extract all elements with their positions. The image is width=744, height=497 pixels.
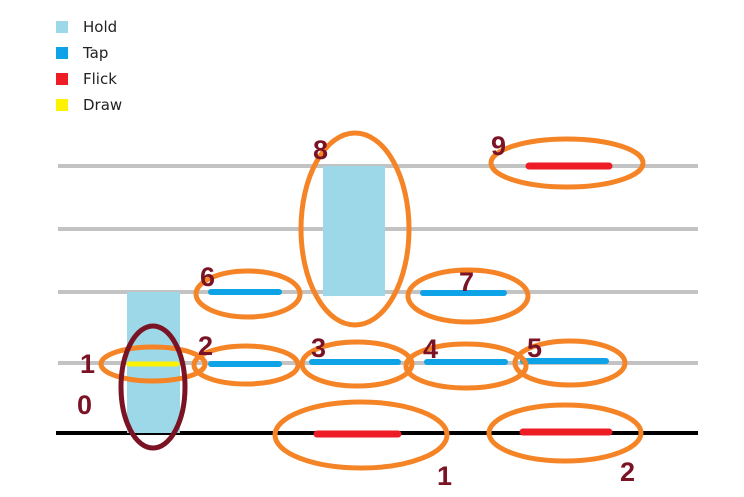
ring-marker-3: [299, 339, 415, 389]
draw-swatch: [56, 99, 68, 111]
marker-label-9: 9: [491, 131, 506, 161]
marker-label-0: 0: [77, 390, 92, 420]
marker-label-5: 5: [527, 333, 542, 363]
ring-flick-bottom-2: [486, 402, 644, 464]
ring-marker-4: [403, 341, 529, 391]
hold-swatch: [56, 21, 68, 33]
legend-item-draw: Draw: [56, 92, 196, 118]
ring-marker-2: [191, 343, 301, 387]
legend-label-flick: Flick: [83, 70, 117, 88]
legend-label-hold: Hold: [83, 18, 118, 36]
ring-hold-start: [118, 323, 188, 451]
marker-label-bottom-2: 2: [620, 457, 635, 487]
marker-label-7: 7: [459, 267, 474, 297]
legend-item-hold: Hold: [56, 14, 196, 40]
ring-marker-9: [488, 136, 646, 190]
marker-label-1: 1: [80, 349, 95, 379]
legend-item-tap: Tap: [56, 40, 196, 66]
marker-label-3: 3: [311, 333, 326, 363]
flick-swatch: [56, 73, 68, 85]
ring-marker-8: [298, 130, 412, 328]
legend: Hold Tap Flick Draw: [56, 14, 196, 118]
ring-marker-7: [405, 267, 531, 325]
marker-label-4: 4: [423, 334, 438, 364]
ring-flick-bottom-1: [272, 399, 450, 471]
marker-label-bottom-1: 1: [437, 461, 452, 491]
marker-label-2: 2: [198, 331, 213, 361]
ring-marker-6: [193, 268, 303, 320]
legend-item-flick: Flick: [56, 66, 196, 92]
ring-marker-1: [98, 344, 208, 384]
marker-label-8: 8: [313, 135, 328, 165]
tap-swatch: [56, 47, 68, 59]
legend-label-tap: Tap: [83, 44, 109, 62]
hold-note-center: [323, 166, 385, 296]
ring-marker-5: [512, 338, 628, 388]
marker-label-6: 6: [200, 262, 215, 292]
legend-label-draw: Draw: [83, 96, 123, 114]
